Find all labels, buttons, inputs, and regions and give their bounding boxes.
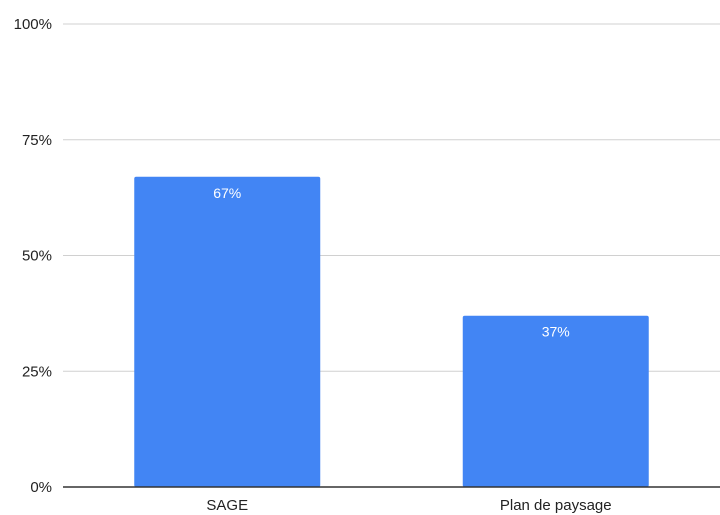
y-tick-label: 100% <box>14 16 52 33</box>
y-tick-label: 0% <box>30 479 52 496</box>
bar-data-label: 37% <box>542 324 570 340</box>
bars <box>134 176 649 488</box>
y-tick-label: 25% <box>22 363 52 380</box>
y-tick-label: 75% <box>22 132 52 149</box>
y-tick-label: 50% <box>22 248 52 265</box>
bar <box>134 176 321 488</box>
labels: 0% 25% 50% 75% 100% 67% SAGE 37% Plan de paysage <box>14 16 612 514</box>
bar <box>462 315 649 487</box>
x-category-label: SAGE <box>206 497 248 514</box>
x-category-label: Plan de paysage <box>500 497 612 514</box>
bar-data-label: 67% <box>213 185 241 201</box>
